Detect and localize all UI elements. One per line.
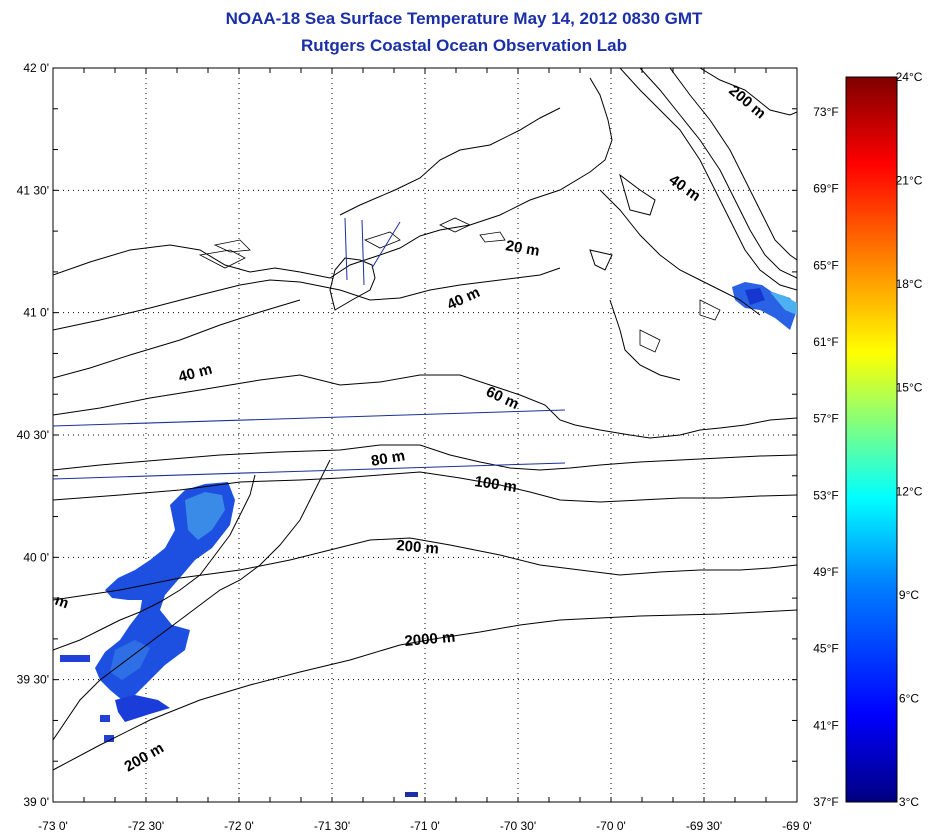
lon-tick-label: -72 0'	[224, 819, 254, 833]
colorbar-label: 9°C	[899, 588, 919, 602]
longitude-labels: -73 0' -72 30' -72 0' -71 30' -71 0' -70 30' -…	[38, 819, 812, 833]
fahrenheit-label: 73°F	[813, 105, 838, 119]
fahrenheit-label: 37°F	[813, 795, 838, 809]
lat-tick-label: 41 0'	[23, 306, 49, 320]
fahrenheit-label: 61°F	[813, 335, 838, 349]
fahrenheit-label: 57°F	[813, 412, 838, 426]
lat-tick-label: 40 0'	[23, 550, 49, 564]
fahrenheit-label: 45°F	[813, 642, 838, 656]
contour-label: 100 m	[473, 473, 517, 496]
lat-tick-label: 42 0'	[23, 61, 49, 75]
lon-tick-label: -69 30'	[686, 819, 722, 833]
track-lines	[53, 217, 566, 480]
contour-label: 80 m	[370, 447, 407, 470]
contour-label: m	[53, 592, 71, 613]
colorbar-label: 6°C	[899, 691, 919, 705]
colorbar-labels: 24°C 21°C 18°C 15°C 12°C 9°C 6°C 3°C	[896, 70, 923, 809]
colorbar	[845, 76, 898, 803]
lon-tick-label: -72 30'	[128, 819, 164, 833]
lon-tick-label: -73 0'	[38, 819, 68, 833]
fahrenheit-label: 41°F	[813, 718, 838, 732]
lat-tick-label: 39 30'	[17, 673, 49, 687]
fahrenheit-label: 69°F	[813, 182, 838, 196]
lat-tick-label: 40 30'	[17, 428, 49, 442]
colorbar-label: 21°C	[896, 174, 923, 188]
contour-label: 2000 m	[404, 629, 456, 650]
lon-tick-label: -70 0'	[596, 819, 626, 833]
colorbar-label: 15°C	[896, 381, 923, 395]
lon-tick-label: -70 30'	[500, 819, 536, 833]
lat-tick-label: 41 30'	[17, 183, 49, 197]
sst-patch-east	[732, 282, 797, 330]
lon-tick-label: -71 0'	[410, 819, 440, 833]
isobaths	[53, 68, 797, 771]
fahrenheit-label: 65°F	[813, 258, 838, 272]
fahrenheit-label: 49°F	[813, 565, 838, 579]
colorbar-label: 12°C	[896, 484, 923, 498]
contour-label: 200 m	[396, 537, 440, 558]
coastline	[53, 77, 761, 381]
chart-title: NOAA-18 Sea Surface Temperature May 14, …	[225, 9, 703, 28]
colorbar-label: 18°C	[896, 277, 923, 291]
fahrenheit-label: 53°F	[813, 488, 838, 502]
latitude-labels: 42 0' 41 30' 41 0' 40 30' 40 0' 39 30' 39 0'	[17, 61, 49, 809]
islands	[198, 217, 721, 353]
colorbar-label: 24°C	[896, 70, 923, 84]
colorbar-label: 3°C	[899, 795, 919, 809]
lat-tick-label: 39 0'	[23, 795, 49, 809]
lon-tick-label: -71 30'	[314, 819, 350, 833]
lon-tick-label: -69 0'	[782, 819, 812, 833]
chart-subtitle: Rutgers Coastal Ocean Observation Lab	[301, 36, 627, 55]
fahrenheit-labels: 73°F 69°F 65°F 61°F 57°F 53°F 49°F 45°F 41°F 37°F	[813, 105, 838, 809]
contour-label: 20 m	[504, 237, 541, 260]
